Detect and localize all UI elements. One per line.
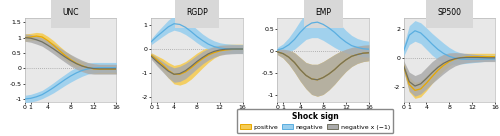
Legend: positive, negative, negative x (−1): positive, negative, negative x (−1) xyxy=(236,109,394,133)
Title: SP500: SP500 xyxy=(438,8,462,17)
Title: UNC: UNC xyxy=(62,8,79,17)
Title: EMP: EMP xyxy=(315,8,331,17)
Title: RGDP: RGDP xyxy=(186,8,208,17)
